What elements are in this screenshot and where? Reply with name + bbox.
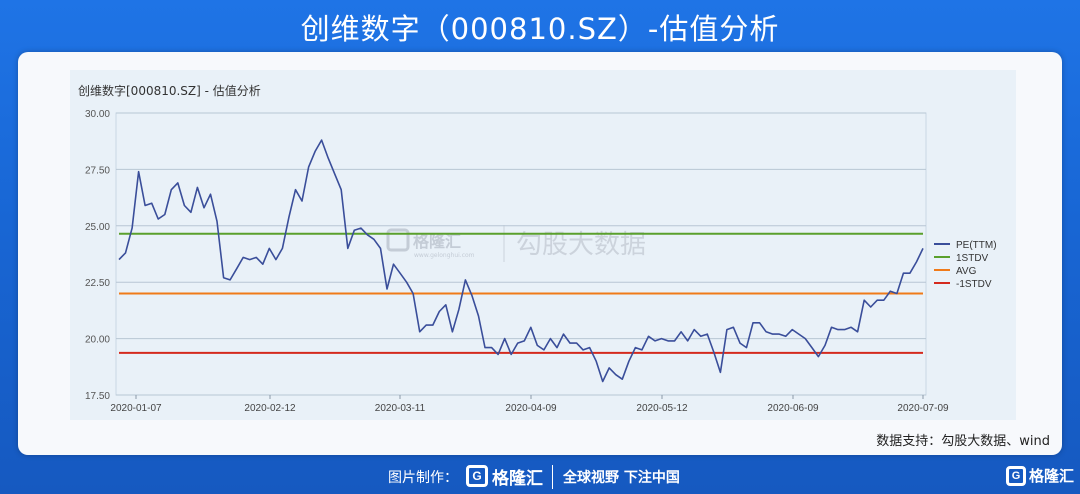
watermark-logo-icon bbox=[386, 228, 410, 252]
y-tick-label: 25.00 bbox=[85, 222, 110, 233]
footer-slogan: 全球视野 下注中国 bbox=[563, 470, 680, 486]
y-tick-label: 17.50 bbox=[85, 391, 110, 402]
x-tick-label: 2020-05-12 bbox=[636, 403, 688, 414]
y-tick-label: 20.00 bbox=[85, 335, 110, 346]
page-title: 创维数字（000810.SZ）-估值分析 bbox=[300, 12, 780, 46]
footer-logo: G 格隆汇 bbox=[466, 464, 543, 489]
legend-label: AVG bbox=[956, 266, 977, 277]
y-tick-label: 30.00 bbox=[85, 109, 110, 120]
plot-panel: 创维数字[000810.SZ] - 估值分析 格隆汇 www.gelonghui.… bbox=[70, 70, 1016, 420]
gelonghui-corner-icon: G bbox=[1005, 465, 1026, 486]
watermark-site: www.gelonghui.com bbox=[414, 252, 475, 259]
plot-area bbox=[115, 112, 927, 396]
x-tick-label: 2020-06-09 bbox=[767, 403, 819, 414]
chart-title: 创维数字[000810.SZ] - 估值分析 bbox=[78, 84, 261, 98]
corner-brand: 格隆汇 bbox=[1028, 467, 1074, 485]
x-tick-label: 2020-04-09 bbox=[505, 403, 557, 414]
corner-logo: G 格隆汇 bbox=[1005, 465, 1074, 486]
footer-brand: 格隆汇 bbox=[492, 468, 543, 489]
pe-ttm-line bbox=[118, 139, 924, 383]
footer: 图片制作： G 格隆汇 全球视野 下注中国 G 格隆汇 bbox=[0, 459, 1080, 494]
x-tick-label: 2020-02-12 bbox=[244, 403, 296, 414]
y-tick-label: 22.50 bbox=[85, 278, 110, 289]
legend-label: 1STDV bbox=[956, 253, 989, 264]
x-tick-label: 2020-07-09 bbox=[897, 403, 949, 414]
watermark-brand: 格隆汇 bbox=[413, 232, 461, 251]
data-source-note: 数据支持：勾股大数据、wind bbox=[876, 434, 1050, 449]
x-tick-label: 2020-01-07 bbox=[110, 403, 162, 414]
footer-made-label: 图片制作： bbox=[388, 470, 458, 486]
footer-divider bbox=[552, 465, 553, 489]
watermark-text: 勾股大数据 bbox=[516, 230, 646, 260]
x-tick-label: 2020-03-11 bbox=[375, 403, 426, 414]
legend-label: PE(TTM) bbox=[956, 240, 997, 251]
legend-label: -1STDV bbox=[956, 279, 992, 290]
y-tick-label: 27.50 bbox=[85, 165, 110, 176]
chart-card: 创维数字[000810.SZ] - 估值分析 格隆汇 www.gelonghui.… bbox=[18, 52, 1062, 455]
gelonghui-logo-icon: G bbox=[466, 465, 488, 487]
